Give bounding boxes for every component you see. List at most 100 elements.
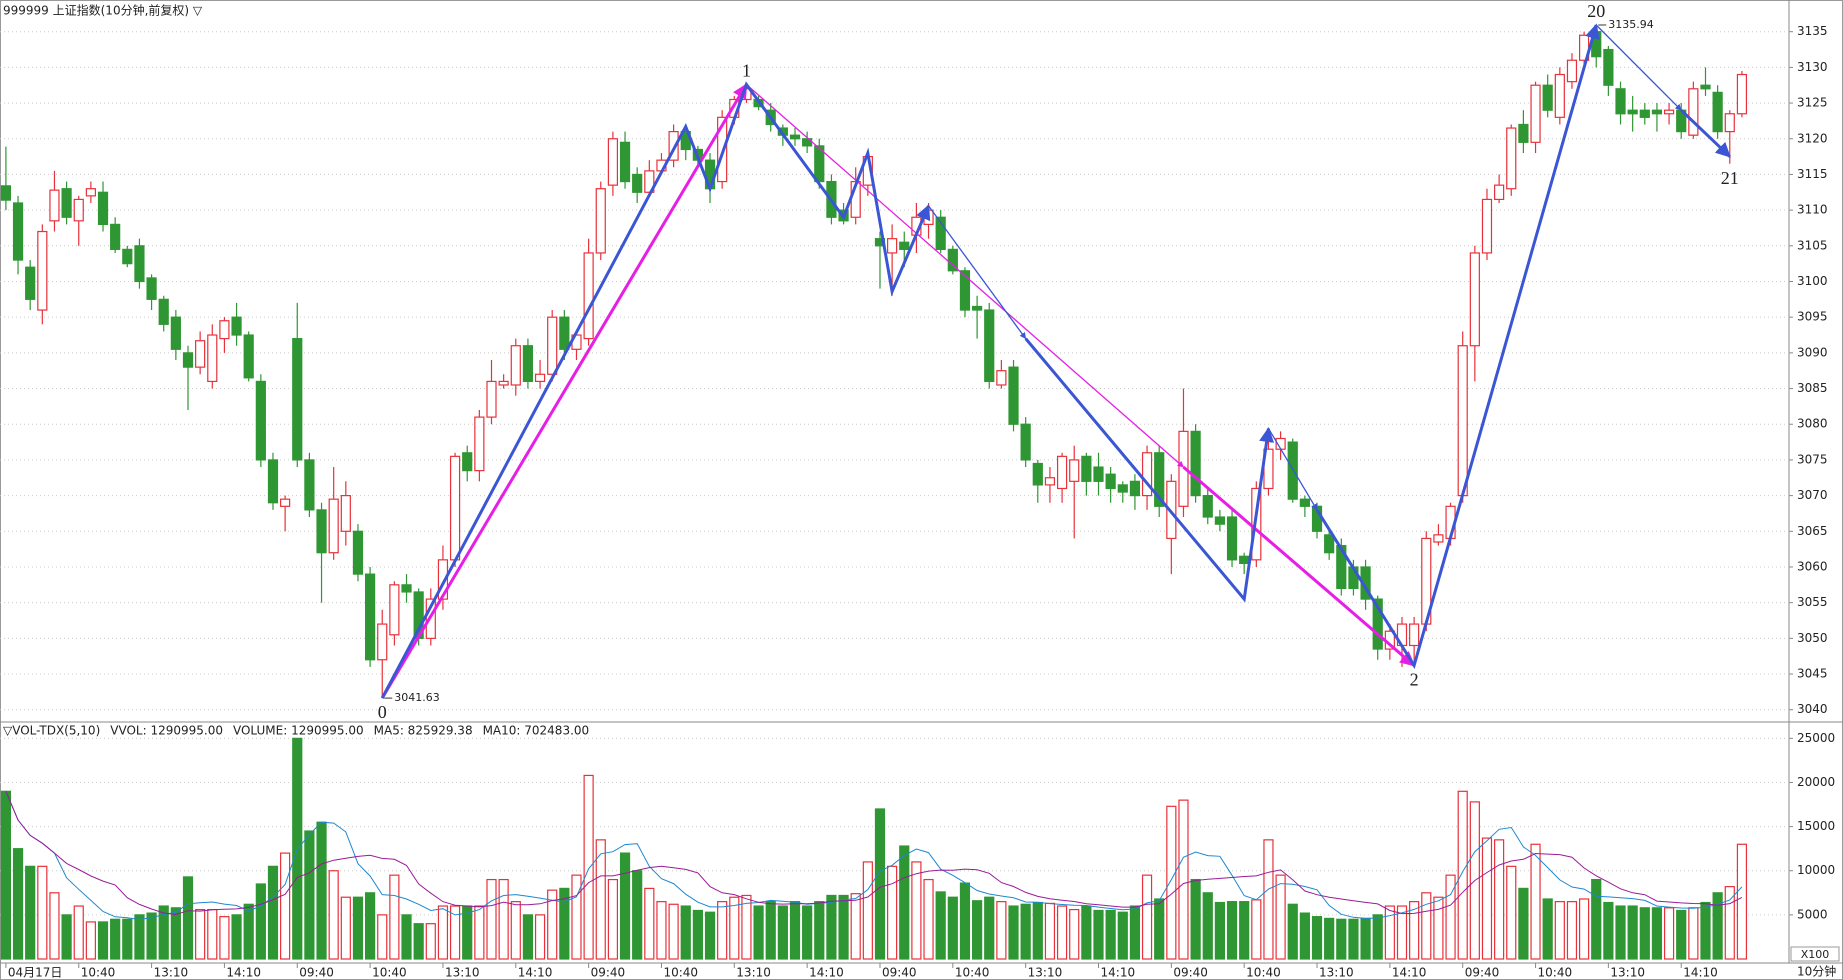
volume-bar — [1008, 905, 1019, 960]
candle-body — [668, 131, 679, 161]
candle-body — [1506, 127, 1517, 190]
volume-bar — [1020, 903, 1031, 960]
y-tick-label: 25000 — [1797, 731, 1835, 745]
volume-bar — [1566, 901, 1578, 960]
volume-bar — [474, 905, 485, 960]
candle-body — [486, 380, 497, 418]
candle-body — [619, 141, 631, 183]
wave-line — [927, 205, 1027, 340]
volume-bar — [874, 808, 886, 960]
volume-bar — [1348, 918, 1359, 960]
volume-bar — [838, 894, 849, 960]
candle-body — [534, 373, 546, 383]
volume-bar — [413, 923, 424, 960]
candle-body — [1069, 459, 1080, 482]
volume-bar — [704, 911, 716, 960]
volume-bar — [352, 896, 364, 960]
volume-bar — [25, 865, 36, 960]
volume-bar — [1615, 905, 1626, 960]
x-tick-label: 09:40 — [1465, 966, 1500, 980]
pivot-label: 2 — [1410, 670, 1419, 690]
candle-body — [365, 573, 376, 661]
candle-body — [1542, 84, 1553, 111]
wave-line — [380, 81, 931, 699]
candle-body — [583, 252, 594, 340]
candle-body — [947, 248, 958, 272]
x-tick-label: 10:40 — [1538, 966, 1573, 980]
chart-title: 999999 上证指数(10分钟,前复权) ▽ — [3, 3, 203, 18]
candle-body — [437, 559, 449, 600]
volume-bar — [802, 905, 813, 960]
candle-body — [1457, 345, 1468, 497]
wave-line — [380, 83, 748, 699]
candle-body — [1299, 498, 1310, 507]
volume-bar — [644, 887, 655, 960]
candle-body — [1518, 123, 1529, 143]
y-tick-label: 3130 — [1797, 60, 1828, 74]
volume-bar — [486, 878, 497, 960]
candle-body — [1627, 109, 1638, 115]
wave-line — [745, 84, 1184, 468]
volume-bar — [1384, 905, 1395, 960]
x-tick-label: 13:10 — [154, 966, 189, 980]
candle-body — [328, 498, 339, 554]
candle-body — [1736, 73, 1748, 115]
candle-body — [49, 189, 60, 222]
candle-body — [522, 345, 534, 383]
candle-body — [789, 134, 801, 140]
candle-body — [122, 248, 133, 265]
x-tick-label: 13:10 — [1610, 966, 1645, 980]
volume-bar — [1530, 843, 1541, 960]
candle-body — [389, 584, 400, 636]
volume-bar — [947, 896, 958, 960]
volume-bar — [1651, 907, 1663, 960]
candle-body — [1044, 477, 1056, 486]
pivot-label: 1 — [742, 61, 751, 81]
candle-body — [231, 316, 242, 336]
volume-ma-line — [5, 791, 1743, 916]
x-tick-label: 14:10 — [1683, 966, 1718, 980]
candle-body — [1603, 48, 1614, 86]
volume-bar — [1396, 905, 1408, 960]
volume-bar — [1603, 901, 1614, 960]
volume-bar — [365, 892, 376, 960]
candle-body — [304, 459, 315, 511]
x-tick-label: 14:10 — [1392, 966, 1427, 980]
volume-bar — [85, 921, 96, 960]
volume-bar — [255, 883, 266, 960]
candle-body — [1093, 466, 1104, 482]
y-tick-label: 3045 — [1797, 667, 1828, 681]
candle-body — [1202, 495, 1213, 518]
candle-body — [134, 245, 145, 283]
volume-bar — [1178, 799, 1189, 960]
candle-body — [449, 455, 461, 561]
volume-bar — [632, 870, 643, 960]
y-tick-label: 3125 — [1797, 96, 1828, 110]
y-tick-label: 3095 — [1797, 310, 1828, 324]
volume-bar — [1700, 901, 1711, 960]
volume-bar — [1154, 898, 1165, 960]
volume-bar — [1736, 843, 1748, 960]
candle-body — [110, 223, 121, 250]
y-tick-label: 3085 — [1797, 381, 1828, 395]
candle-body — [146, 277, 157, 300]
volume-bar — [1336, 918, 1347, 960]
wave-line — [1680, 109, 1731, 158]
candle-body — [352, 530, 364, 575]
volume-bar — [195, 908, 206, 960]
volume-bar — [280, 852, 291, 960]
volume-bar — [607, 878, 619, 960]
volume-bar — [134, 914, 145, 960]
x-tick-label: 10:40 — [1246, 966, 1281, 980]
volume-bar — [959, 882, 971, 960]
volume-bar — [1081, 905, 1092, 960]
volume-bar — [1251, 899, 1262, 960]
candle-body — [1530, 84, 1541, 143]
x-tick-label: 14:10 — [518, 966, 553, 980]
volume-bar — [777, 905, 788, 960]
candle-body — [1494, 184, 1505, 201]
volume-bar — [1457, 790, 1468, 960]
volume-bar — [1044, 902, 1056, 960]
volume-bar — [1639, 907, 1650, 960]
volume-bar — [1578, 898, 1590, 960]
